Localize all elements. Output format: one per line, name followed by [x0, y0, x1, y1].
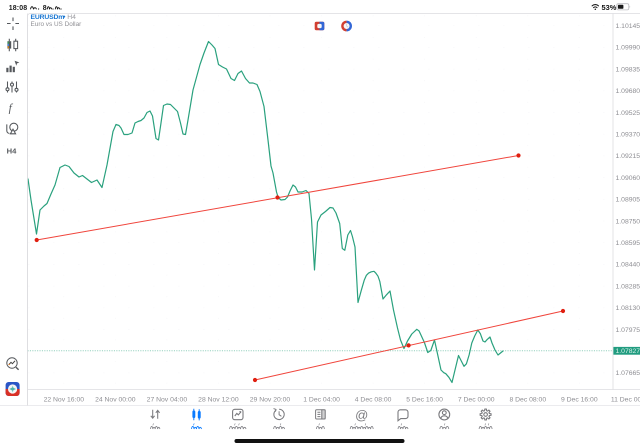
svg-text:8 Dec 08:00: 8 Dec 08:00 — [509, 397, 546, 404]
svg-text:1.08130: 1.08130 — [616, 305, 640, 312]
svg-text:18:08: 18:08 — [9, 5, 27, 12]
svg-text:28 Nov 12:00: 28 Nov 12:00 — [198, 397, 239, 404]
svg-text:1.07975: 1.07975 — [616, 327, 640, 334]
svg-text:1.09370: 1.09370 — [616, 132, 640, 139]
svg-text:1.08905: 1.08905 — [616, 197, 640, 204]
svg-text:1.09835: 1.09835 — [616, 66, 640, 73]
svg-text:5 Dec 16:00: 5 Dec 16:00 — [406, 397, 443, 404]
svg-text:H4: H4 — [67, 14, 76, 21]
svg-text:27 Nov 04:00: 27 Nov 04:00 — [147, 397, 188, 404]
svg-text:9 Dec 16:00: 9 Dec 16:00 — [561, 397, 598, 404]
svg-text:11 Dec 00:00: 11 Dec 00:00 — [611, 397, 640, 404]
svg-text:7 Dec 00:00: 7 Dec 00:00 — [458, 397, 495, 404]
svg-text:1.07665: 1.07665 — [616, 370, 640, 377]
svg-text:1 Dec 04:00: 1 Dec 04:00 — [303, 397, 340, 404]
svg-text:1.08285: 1.08285 — [616, 283, 640, 290]
svg-text:1.09060: 1.09060 — [616, 175, 640, 182]
svg-text:1.08750: 1.08750 — [616, 218, 640, 225]
svg-text:f: f — [9, 103, 14, 115]
svg-text:1.09990: 1.09990 — [616, 45, 640, 52]
svg-text:@: @ — [355, 408, 368, 423]
svg-text:1.09680: 1.09680 — [616, 88, 640, 95]
svg-text:29 Nov 20:00: 29 Nov 20:00 — [250, 397, 291, 404]
svg-text:4 Dec 08:00: 4 Dec 08:00 — [355, 397, 392, 404]
svg-text:EURUSDm: EURUSDm — [31, 14, 65, 21]
svg-text:1.08440: 1.08440 — [616, 262, 640, 269]
svg-text:1.09215: 1.09215 — [616, 153, 640, 160]
svg-text:H4: H4 — [7, 146, 17, 155]
svg-text:22 Nov 16:00: 22 Nov 16:00 — [44, 397, 85, 404]
svg-text:1.07827: 1.07827 — [616, 348, 640, 355]
svg-text:24 Nov 00:00: 24 Nov 00:00 — [95, 397, 136, 404]
svg-text:53%: 53% — [602, 3, 617, 12]
svg-text:1.09525: 1.09525 — [616, 110, 640, 117]
svg-text:8: 8 — [43, 5, 47, 12]
svg-text:1.10145: 1.10145 — [616, 23, 640, 30]
svg-text:1.08595: 1.08595 — [616, 240, 640, 247]
svg-text:Euro vs US Dollar: Euro vs US Dollar — [31, 21, 83, 28]
